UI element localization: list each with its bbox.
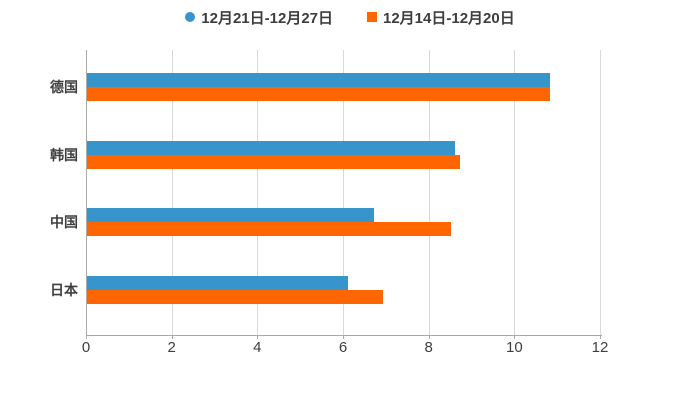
gridline-x-6 — [343, 50, 344, 335]
x-axis-tick-label-12: 12 — [591, 339, 609, 356]
category-label-德国: 德国 — [50, 79, 78, 95]
legend-item-week-dec21-27[interactable]: 12月21日-12月27日 — [185, 7, 333, 28]
x-axis-tick-label-4: 4 — [253, 339, 262, 356]
x-axis-tick-12 — [600, 335, 601, 339]
legend-marker-square-icon — [367, 12, 377, 22]
x-axis-tick-0 — [86, 335, 87, 339]
x-axis-tick-2 — [171, 335, 173, 339]
chart-legend: 12月21日-12月27日 12月14日-12月20日 — [0, 6, 700, 28]
x-axis-tick-label-8: 8 — [424, 339, 433, 356]
legend-label: 12月14日-12月20日 — [383, 9, 515, 27]
bar-韩国-series-1[interactable] — [87, 155, 460, 169]
legend-item-week-dec14-20[interactable]: 12月14日-12月20日 — [367, 7, 515, 28]
legend-label: 12月21日-12月27日 — [201, 9, 333, 27]
gridline-x-12 — [600, 50, 601, 335]
bar-中国-series-0[interactable] — [87, 208, 374, 222]
category-label-韩国: 韩国 — [50, 147, 78, 163]
gridline-x-4 — [257, 50, 259, 335]
gridline-x-10 — [514, 50, 516, 335]
x-axis-tick-8 — [428, 335, 430, 339]
bar-韩国-series-0[interactable] — [87, 141, 455, 155]
bar-德国-series-0[interactable] — [87, 73, 550, 87]
bar-中国-series-1[interactable] — [87, 222, 451, 236]
gridline-x-2 — [171, 50, 173, 335]
x-axis-tick-label-2: 2 — [167, 339, 176, 356]
x-axis-tick-label-10: 10 — [505, 339, 523, 356]
bar-日本-series-0[interactable] — [87, 276, 348, 290]
bar-德国-series-1[interactable] — [87, 87, 550, 101]
x-axis-tick-6 — [343, 335, 344, 339]
legend-marker-circle-icon — [185, 12, 196, 22]
x-axis-line — [86, 335, 602, 336]
x-axis-tick-4 — [257, 335, 259, 339]
y-axis-line — [86, 50, 87, 335]
x-axis-tick-label-0: 0 — [81, 339, 91, 356]
x-axis-tick-10 — [514, 335, 516, 339]
bar-日本-series-1[interactable] — [87, 290, 383, 304]
x-axis-tick-label-6: 6 — [338, 339, 348, 356]
gridline-x-8 — [428, 50, 430, 335]
category-label-日本: 日本 — [50, 282, 78, 298]
category-label-中国: 中国 — [50, 214, 78, 230]
